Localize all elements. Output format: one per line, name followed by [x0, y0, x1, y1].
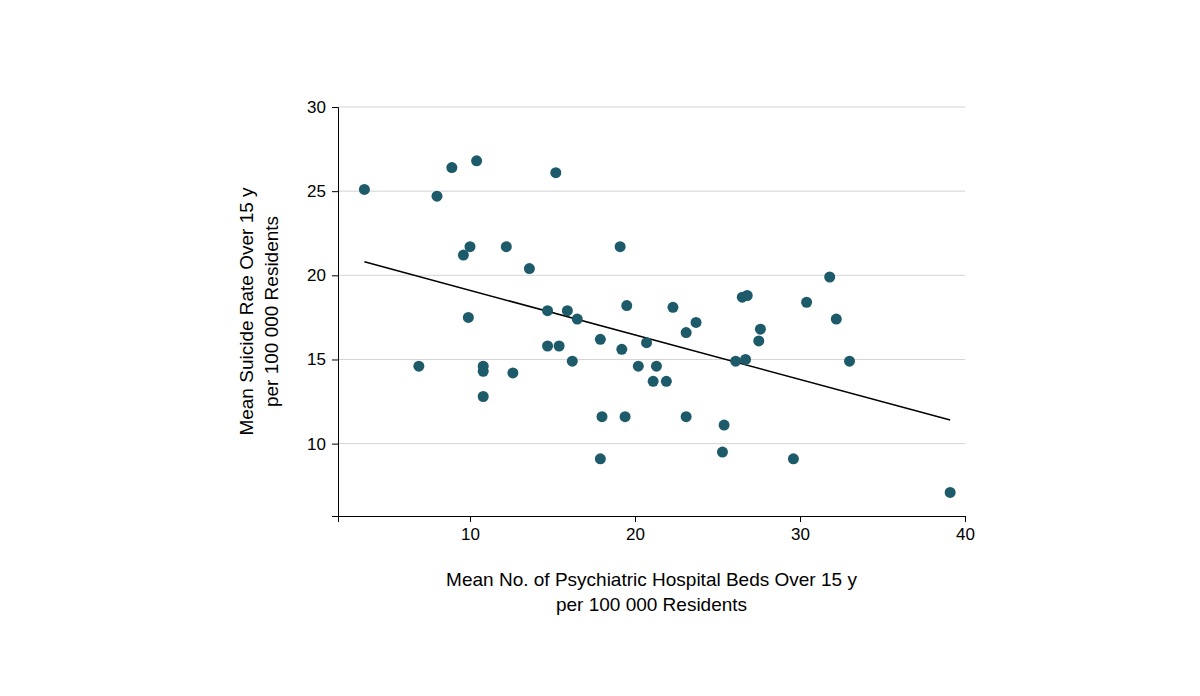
point	[621, 300, 632, 311]
point	[844, 356, 855, 367]
tick-mark	[332, 191, 338, 192]
point	[542, 305, 553, 316]
tick-label: 15	[307, 350, 326, 369]
axis-line	[332, 108, 339, 517]
point	[651, 361, 662, 372]
point	[542, 341, 553, 352]
grid-line	[338, 191, 965, 192]
tick-label: 30	[307, 98, 326, 117]
point	[465, 241, 476, 252]
tick-mark	[635, 516, 636, 522]
axis-line	[339, 517, 966, 523]
tick-label: 10	[307, 435, 326, 454]
point	[478, 366, 489, 377]
point	[572, 314, 583, 325]
tick-label: 30	[791, 525, 810, 544]
point	[730, 356, 741, 367]
y-axis-title: Mean Suicide Rate Over 15 yper 100 000 R…	[236, 187, 282, 436]
point	[524, 263, 535, 274]
point	[681, 327, 692, 338]
tick: 25	[307, 182, 338, 201]
point	[597, 411, 608, 422]
fit-line	[364, 262, 950, 420]
plot: 10 15 20 25 30 10 20 30 40	[307, 98, 975, 544]
point	[801, 297, 812, 308]
point	[616, 344, 627, 355]
point	[507, 367, 518, 378]
point	[740, 354, 751, 365]
point	[562, 305, 573, 316]
y-axis: 10 15 20 25 30	[307, 98, 338, 517]
point	[742, 290, 753, 301]
tick: 40	[956, 516, 975, 544]
grid	[338, 107, 965, 444]
x-axis: 10 20 30 40	[339, 516, 975, 544]
tick-mark	[470, 516, 471, 522]
point	[501, 241, 512, 252]
point	[755, 324, 766, 335]
x-axis-title-line: per 100 000 Residents	[556, 594, 747, 615]
point	[831, 314, 842, 325]
x-axis-title-line: Mean No. of Psychiatric Hospital Beds Ov…	[446, 569, 857, 590]
point	[620, 411, 631, 422]
point	[648, 376, 659, 387]
tick-label: 20	[307, 266, 326, 285]
point	[633, 361, 644, 372]
grid-line	[338, 443, 965, 444]
point	[446, 162, 457, 173]
point	[550, 167, 561, 178]
tick: 20	[626, 516, 645, 544]
point	[824, 271, 835, 282]
tick-mark	[332, 275, 338, 276]
point	[463, 312, 474, 323]
point	[432, 191, 443, 202]
tick-mark	[800, 516, 801, 522]
point	[788, 453, 799, 464]
tick-label: 20	[626, 525, 645, 544]
x-axis-title: Mean No. of Psychiatric Hospital Beds Ov…	[446, 569, 857, 615]
grid-line	[338, 359, 965, 360]
point	[567, 356, 578, 367]
tick-label: 40	[956, 525, 975, 544]
point	[595, 334, 606, 345]
tick: 10	[461, 516, 480, 544]
tick-label: 10	[461, 525, 480, 544]
point	[681, 411, 692, 422]
grid-line	[338, 107, 965, 108]
point	[641, 337, 652, 348]
point	[478, 391, 489, 402]
point	[595, 453, 606, 464]
tick-mark	[332, 444, 338, 445]
point	[945, 487, 956, 498]
point	[717, 447, 728, 458]
tick-mark	[332, 107, 338, 108]
marks	[359, 155, 956, 498]
point	[667, 302, 678, 313]
point	[661, 376, 672, 387]
chart: 10 15 20 25 30 10 20 30 40 Mean No. of Psychiatri…	[0, 0, 1200, 696]
point	[719, 420, 730, 431]
tick: 15	[307, 350, 338, 369]
tick-mark	[965, 516, 966, 522]
y-axis-title-line: per 100 000 Residents	[261, 216, 282, 407]
point	[554, 341, 565, 352]
point	[753, 335, 764, 346]
tick: 30	[307, 98, 338, 117]
tick: 30	[791, 516, 810, 544]
point	[471, 155, 482, 166]
point	[691, 317, 702, 328]
y-axis-title-line: Mean Suicide Rate Over 15 y	[236, 187, 257, 436]
point	[359, 184, 370, 195]
point	[413, 361, 424, 372]
tick: 10	[307, 435, 338, 454]
tick-mark	[332, 359, 338, 360]
tick-label: 25	[307, 182, 326, 201]
grid-line	[338, 275, 965, 276]
point	[615, 241, 626, 252]
tick: 20	[307, 266, 338, 285]
